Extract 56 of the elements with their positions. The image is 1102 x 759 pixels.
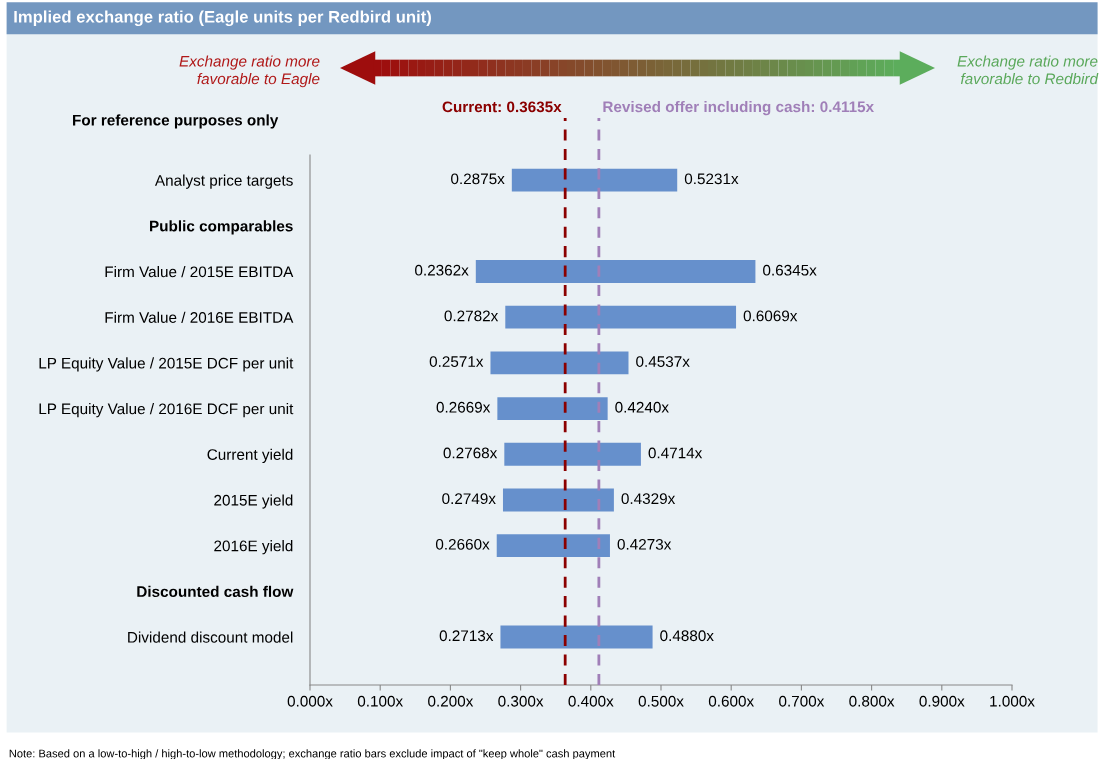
bar xyxy=(505,305,737,329)
annotation: 0.2749x xyxy=(442,493,496,505)
bar xyxy=(490,351,629,375)
x-tick-label: 0.900x xyxy=(919,695,965,707)
y-tick-label: 2015E yield xyxy=(214,494,293,509)
annotation: 0.2875x xyxy=(451,173,505,185)
x-tick-label: 0.600x xyxy=(708,695,754,707)
annotation: 0.4714x xyxy=(648,447,703,459)
y-tick-label: Public comparables xyxy=(150,220,293,235)
bar xyxy=(511,168,678,192)
annotation: 0.2660x xyxy=(435,538,490,550)
ref-line-label: Current: 0.3635x xyxy=(442,101,562,113)
y-tick-label: LP Equity Value / 2015E DCF per unit xyxy=(39,357,294,372)
bar xyxy=(496,534,610,558)
y-tick-label: Firm Value / 2015E EBITDA xyxy=(105,265,294,278)
annotation: 0.4880x xyxy=(660,630,714,642)
annotation: 0.2669x xyxy=(436,401,491,413)
bar xyxy=(497,397,608,420)
y-tick-label: Analyst price targets xyxy=(154,174,293,189)
y-tick-label: Dividend discount model xyxy=(128,631,293,643)
annotation: 0.4273x xyxy=(617,538,672,550)
x-tick-label: 0.800x xyxy=(849,695,895,707)
annotation: 0.2571x xyxy=(429,356,484,367)
x-tick-label: 0.000x xyxy=(287,695,333,707)
x-tick-label: 0.300x xyxy=(498,695,544,707)
annotation: 0.5231x xyxy=(684,173,739,185)
annotation: 0.4240x xyxy=(615,401,669,413)
text: Exchange ratio more favorable to Eagle xyxy=(179,55,320,88)
bar xyxy=(504,442,641,466)
y-tick-label: Discounted cash flow xyxy=(137,585,294,598)
text: Exchange ratio more favorable to Redbird xyxy=(957,55,1099,85)
annotation: 0.6069x xyxy=(743,310,798,322)
annotation: 0.2768x xyxy=(443,447,498,459)
chart-title: Implied exchange ratio (Eagle units per Redbird unit) xyxy=(14,10,431,27)
x-tick-label: 0.200x xyxy=(428,695,474,707)
x-tick-label: 0.700x xyxy=(779,695,825,707)
x-tick-label: 0.100x xyxy=(357,695,403,707)
y-tick-label: LP Equity Value / 2016E DCF per unit xyxy=(39,403,294,418)
annotation: 0.2362x xyxy=(415,264,469,276)
annotation: 0.4329x xyxy=(621,493,676,505)
x-tick-label: 0.400x xyxy=(568,695,614,707)
x-tick-label: 0.500x xyxy=(638,695,684,707)
annotation: 0.2713x xyxy=(439,630,494,642)
ref-line-label: Revised offer including cash: 0.4115x xyxy=(603,100,874,116)
y-tick-label: Firm Value / 2016E EBITDA xyxy=(105,311,294,323)
annotation: 0.2782x xyxy=(444,310,499,322)
x-tick-label: 1.000x xyxy=(990,695,1035,707)
y-tick-label: 2016E yield xyxy=(214,540,293,555)
text: Note: Based on a low-to-high / high-to-low methodology; exchange ratio bars exclude impact of "keep whole" cash payment xyxy=(9,749,616,759)
annotation: 0.4537x xyxy=(636,356,690,367)
bar xyxy=(502,488,614,512)
bar xyxy=(475,260,756,283)
text: For reference purposes only xyxy=(73,114,279,129)
y-tick-label: Current yield xyxy=(207,448,293,463)
annotation: 0.6345x xyxy=(763,264,817,276)
bar xyxy=(500,625,653,649)
